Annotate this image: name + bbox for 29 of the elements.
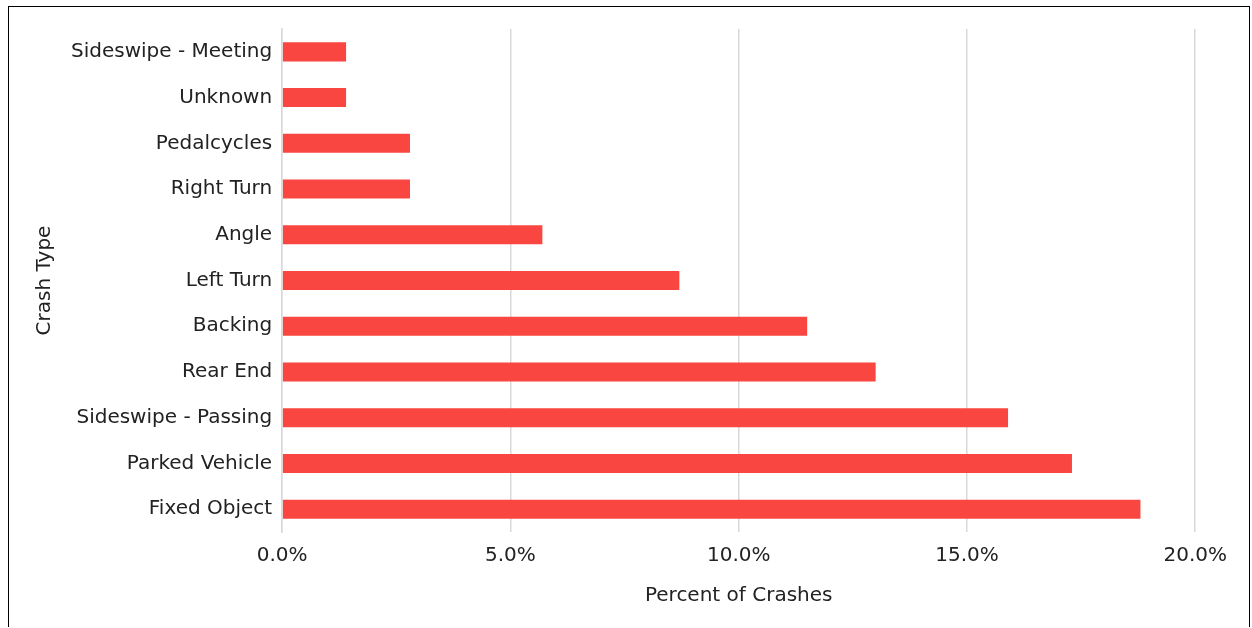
x-tick-label: 10.0% xyxy=(706,542,771,567)
x-tick-label: 15.0% xyxy=(935,542,999,567)
y-tick-label: Sideswipe - Meeting xyxy=(71,38,273,63)
bar xyxy=(282,225,543,245)
x-axis-title: Percent of Crashes xyxy=(644,582,833,607)
bar xyxy=(282,88,347,108)
y-tick-label: Sideswipe - Passing xyxy=(76,403,273,428)
y-tick-label: Rear End xyxy=(182,358,273,383)
bar xyxy=(282,42,347,62)
bar xyxy=(282,453,1072,473)
x-tick-label: 0.0% xyxy=(256,542,308,567)
bar xyxy=(282,133,410,153)
y-tick-label: Pedalcycles xyxy=(155,129,273,154)
bar xyxy=(282,316,808,336)
bar xyxy=(282,499,1141,519)
y-tick-label: Backing xyxy=(192,312,273,337)
y-tick-label: Left Turn xyxy=(185,266,273,291)
y-axis-title: Crash Type xyxy=(31,225,56,336)
x-tick-label: 20.0% xyxy=(1163,542,1228,567)
bar xyxy=(282,362,876,382)
bar xyxy=(282,179,410,199)
y-tick-label: Fixed Object xyxy=(148,495,273,520)
y-tick-label: Angle xyxy=(215,220,273,245)
y-tick-label: Parked Vehicle xyxy=(126,449,273,474)
x-tick-label: 5.0% xyxy=(485,542,536,567)
bar xyxy=(282,408,1009,428)
bar xyxy=(282,270,680,291)
y-tick-label: Right Turn xyxy=(170,175,273,200)
y-tick-label: Unknown xyxy=(179,83,273,108)
